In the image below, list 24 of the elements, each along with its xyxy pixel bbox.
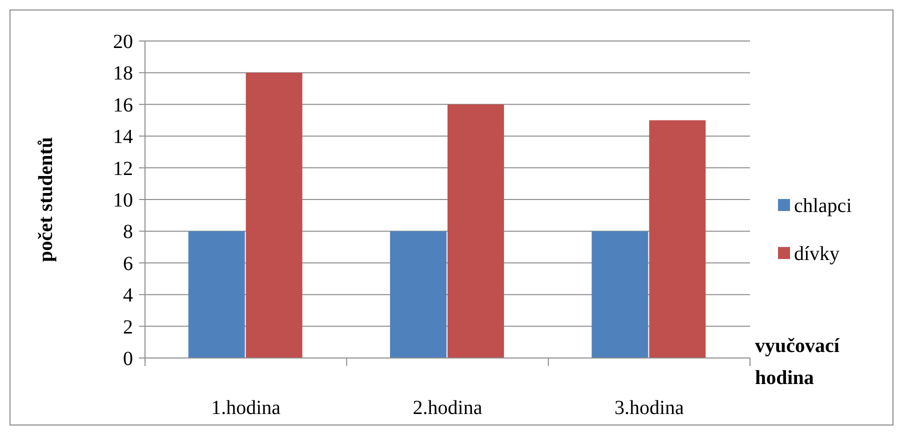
y-tick-label: 8 [123,221,133,244]
x-axis-title: vyučovací hodina [755,335,844,389]
x-tick-label: 2.hodina [412,397,482,419]
y-tick-label: 10 [113,190,133,212]
y-tick-label: 18 [113,62,133,85]
y-tick-label: 12 [113,158,133,180]
y-tick-label: 20 [113,31,133,53]
y-tick-label: 16 [113,94,133,116]
legend-label: dívky [794,243,840,265]
y-axis-title: počet studentů [35,136,57,262]
y-tick-label: 2 [123,316,133,338]
bar [188,231,245,358]
bar [649,120,706,358]
legend-label: chlapci [794,195,852,217]
y-tick-label: 14 [113,126,133,148]
x-tick-label: 1.hodina [211,397,281,419]
bar [390,231,446,358]
y-tick-label: 0 [123,348,133,370]
bar [246,72,302,358]
bar [592,231,648,358]
y-tick-label: 6 [123,252,133,275]
bar [448,104,504,358]
y-tick-label: 4 [123,284,133,307]
x-tick-label: 3.hodina [614,397,684,419]
